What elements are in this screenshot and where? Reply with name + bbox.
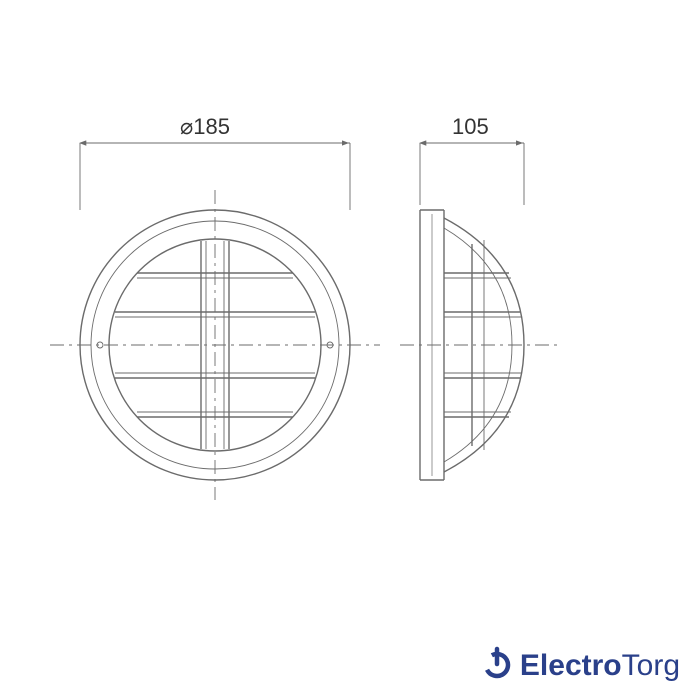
dimension-depth-label: 105 (452, 114, 489, 140)
brand-name: ElectroTorg (520, 649, 680, 683)
technical-drawing (0, 0, 700, 700)
front-view (50, 190, 380, 500)
brand-logo: ElectroTorg (480, 646, 680, 685)
side-view (400, 210, 560, 480)
drawing-svg (0, 0, 700, 700)
dimension-diameter-label: ⌀185 (180, 114, 230, 140)
power-icon (480, 646, 514, 685)
dimension-depth (420, 143, 524, 205)
